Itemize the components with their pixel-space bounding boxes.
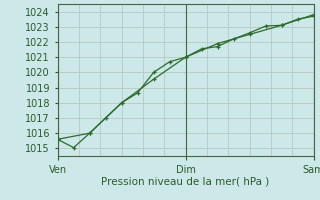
X-axis label: Pression niveau de la mer( hPa ): Pression niveau de la mer( hPa ) bbox=[101, 176, 270, 186]
